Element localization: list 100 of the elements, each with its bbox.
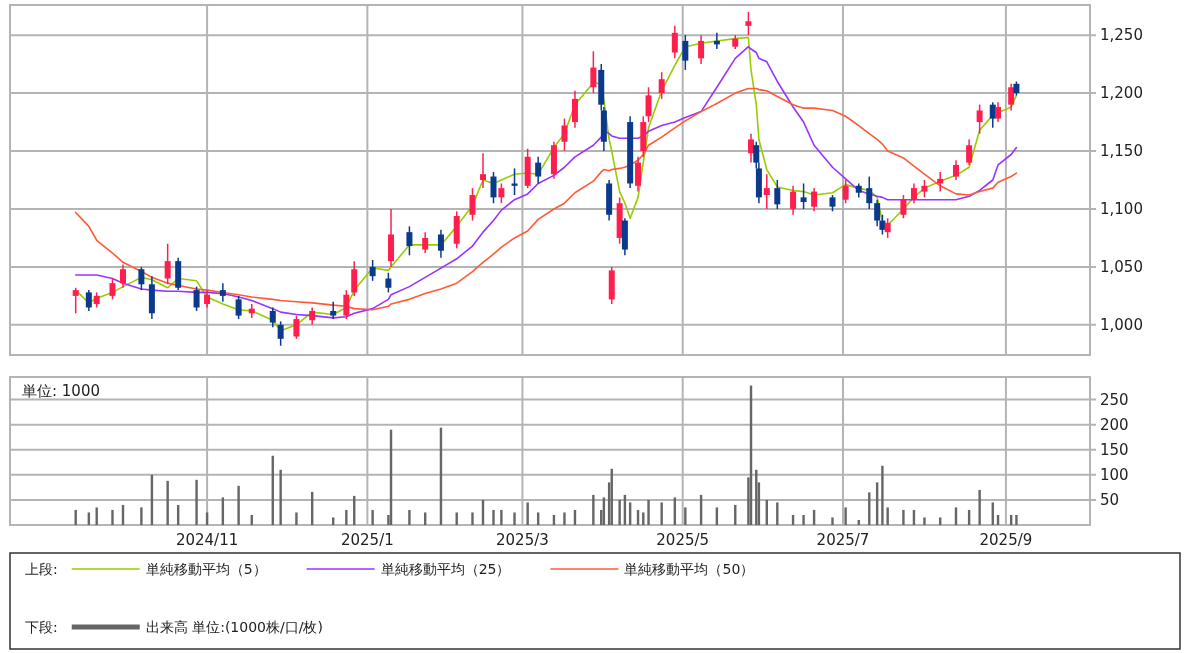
bar (513, 512, 516, 525)
candlestick (269, 306, 276, 328)
bar (492, 509, 495, 525)
candlestick (422, 231, 429, 254)
bar (74, 509, 77, 525)
candlestick (164, 242, 171, 286)
bar (802, 514, 805, 525)
candlestick (193, 285, 200, 312)
y-tick-label: 1,050 (1100, 257, 1143, 276)
legend-label: 単純移動平均（5） (145, 561, 267, 577)
candlestick (645, 86, 652, 123)
bar (500, 509, 503, 525)
candlestick (590, 50, 597, 94)
candlestick (976, 103, 983, 135)
candlestick (511, 167, 518, 196)
candlestick (763, 173, 770, 210)
y-tick-label: 1,200 (1100, 84, 1143, 103)
bar (279, 469, 282, 525)
candlestick (109, 277, 116, 301)
legend-title: 下段: (25, 619, 58, 635)
candlestick (138, 266, 145, 291)
bar (902, 509, 905, 525)
bar (408, 509, 411, 525)
candlestick (277, 320, 284, 347)
candlestick (658, 71, 665, 100)
bar (471, 512, 474, 525)
bar (387, 514, 390, 525)
bar (111, 509, 114, 525)
candlestick (85, 289, 92, 312)
y-tick-label: 50 (1100, 490, 1120, 509)
candlestick (330, 300, 337, 320)
candlestick (406, 225, 413, 257)
legend-label: 出来高 単位:(1000株/口/枚) (145, 619, 323, 635)
y-tick-label: 150 (1100, 440, 1129, 459)
candlestick (437, 229, 444, 259)
candlestick (874, 198, 881, 228)
candlestick (351, 260, 358, 297)
legend-label: 単純移動平均（50） (624, 561, 755, 577)
candlestick (535, 156, 542, 185)
candlestick (1008, 83, 1015, 112)
candlestick (479, 152, 486, 189)
x-tick-label: 2025/3 (496, 531, 549, 549)
legend-title: 上段: (25, 561, 58, 577)
bar (886, 507, 889, 525)
candlestick (966, 138, 973, 166)
candlestick (952, 159, 959, 181)
bar (618, 499, 621, 525)
y-tick-label: 1,150 (1100, 142, 1143, 161)
bar (684, 507, 687, 525)
bar (978, 489, 981, 525)
bar (237, 485, 240, 525)
annotation: 単位: 1000 (22, 382, 100, 400)
x-tick-label: 2025/5 (656, 531, 710, 549)
candlestick (490, 171, 497, 204)
bar (660, 502, 663, 525)
candlestick (343, 289, 350, 320)
y-tick-label: 1,100 (1100, 199, 1143, 218)
candlestick (842, 179, 849, 204)
bar (563, 512, 566, 525)
candlestick (498, 182, 505, 204)
candlestick (866, 175, 873, 210)
candlestick (774, 179, 781, 210)
bar (195, 479, 198, 525)
candlestick (72, 287, 79, 315)
y-tick-label: 100 (1100, 465, 1129, 484)
bar (371, 509, 374, 525)
candlestick (635, 156, 642, 193)
candlestick (119, 263, 126, 289)
candlestick (698, 34, 705, 65)
bar (831, 517, 834, 525)
bar (345, 509, 348, 525)
candlestick (369, 259, 376, 282)
bar (140, 507, 143, 525)
bar (747, 477, 750, 525)
candlestick (469, 187, 476, 222)
candlestick (561, 117, 568, 152)
candlestick (745, 11, 752, 36)
candlestick (790, 185, 797, 216)
x-tick-label: 2025/7 (816, 531, 870, 549)
bar (844, 507, 847, 525)
candlestick (748, 132, 755, 164)
candlestick (571, 90, 578, 129)
candlestick (682, 34, 689, 71)
legend-label: 単純移動平均（25） (380, 561, 511, 577)
bar (647, 499, 650, 525)
y-tick-label: 1,000 (1100, 315, 1143, 334)
bar (923, 517, 926, 525)
candlestick (995, 101, 1002, 123)
bar (166, 480, 169, 525)
y-tick-label: 200 (1100, 415, 1129, 434)
candlestick (884, 217, 891, 239)
candlestick (910, 182, 917, 204)
candlestick (800, 182, 807, 210)
candlestick (671, 25, 678, 60)
x-tick-label: 2024/11 (175, 531, 239, 549)
candlestick (900, 194, 907, 219)
x-tick-label: 2025/9 (979, 531, 1033, 549)
candlestick (385, 271, 392, 294)
bar (526, 502, 529, 525)
y-tick-label: 1,250 (1100, 26, 1143, 45)
